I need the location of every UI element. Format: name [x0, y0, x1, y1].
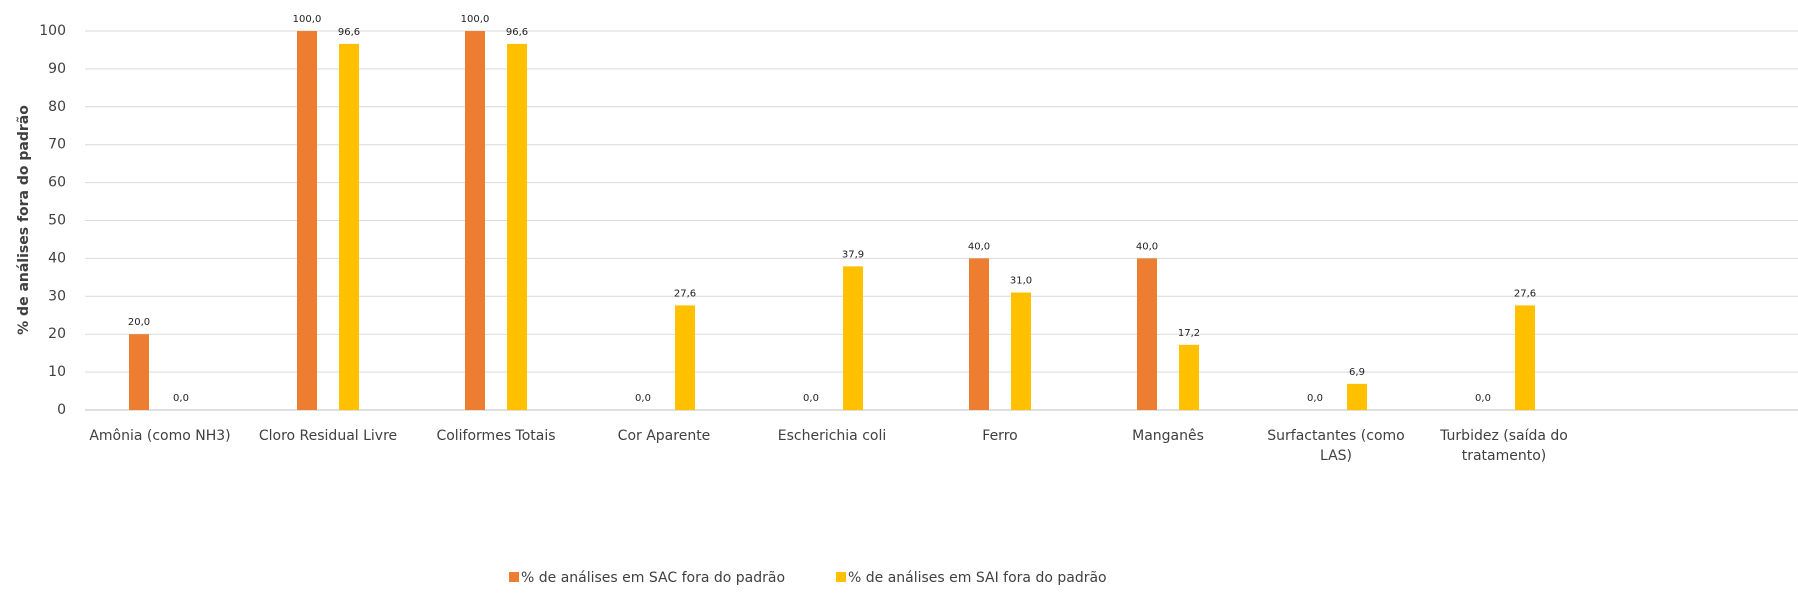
x-tick-label: Cloro Residual Livre — [259, 428, 397, 444]
x-tick-label: Ferro — [982, 428, 1017, 444]
data-label: 0,0 — [803, 393, 819, 404]
x-tick-label: Turbidez (saída do tratamento) — [1439, 428, 1568, 464]
data-label: 100,0 — [293, 14, 322, 25]
x-tick-label: Cor Aparente — [618, 428, 711, 444]
bar — [507, 43, 527, 411]
y-tick-label: 90 — [48, 61, 66, 77]
x-tick-label: Coliformes Totais — [436, 428, 555, 444]
data-label: 100,0 — [461, 14, 490, 25]
y-tick-label: 80 — [48, 99, 66, 115]
legend-swatch — [509, 572, 519, 582]
legend-label: % de análises em SAC fora do padrão — [521, 570, 785, 586]
data-label: 0,0 — [1475, 393, 1491, 404]
data-label: 31,0 — [1010, 276, 1032, 287]
y-tick-label: 60 — [48, 175, 66, 191]
bar — [339, 43, 359, 411]
bar — [1179, 344, 1199, 410]
legend-label: % de análises em SAI fora do padrão — [848, 570, 1107, 586]
bar — [843, 266, 863, 410]
data-label: 27,6 — [674, 288, 696, 299]
data-label: 0,0 — [635, 393, 651, 404]
data-label: 96,6 — [338, 27, 360, 38]
y-tick-label: 40 — [48, 250, 66, 266]
data-label: 17,2 — [1178, 328, 1200, 339]
bar — [675, 305, 695, 410]
data-label: 0,0 — [173, 393, 189, 404]
data-label: 40,0 — [968, 241, 990, 252]
y-axis-label: % de análises fora do padrão — [16, 105, 32, 335]
x-tick-label: Manganês — [1132, 428, 1204, 444]
bar — [1011, 292, 1031, 410]
y-tick-label: 30 — [48, 288, 66, 304]
data-label: 20,0 — [128, 317, 150, 328]
legend-swatch — [836, 572, 846, 582]
x-tick-label: Escherichia coli — [778, 428, 887, 444]
data-label: 40,0 — [1136, 241, 1158, 252]
y-tick-label: 0 — [57, 402, 66, 418]
bar — [969, 258, 989, 410]
bar — [1137, 258, 1157, 410]
data-label: 27,6 — [1514, 288, 1536, 299]
y-tick-label: 50 — [48, 213, 66, 229]
data-label: 37,9 — [842, 249, 864, 260]
bar — [1515, 305, 1535, 410]
data-label: 6,9 — [1349, 367, 1365, 378]
y-tick-label: 100 — [39, 23, 66, 39]
bar — [297, 31, 317, 410]
data-label: 96,6 — [506, 27, 528, 38]
bar — [1347, 383, 1367, 410]
data-label: 0,0 — [1307, 393, 1323, 404]
bar — [465, 31, 485, 410]
bar — [129, 334, 149, 410]
y-tick-label: 10 — [48, 364, 66, 380]
x-tick-label: Amônia (como NH3) — [89, 428, 230, 444]
x-tick-label: Surfactantes (como LAS) — [1267, 428, 1404, 464]
y-tick-label: 70 — [48, 137, 66, 153]
y-tick-label: 20 — [48, 326, 66, 342]
